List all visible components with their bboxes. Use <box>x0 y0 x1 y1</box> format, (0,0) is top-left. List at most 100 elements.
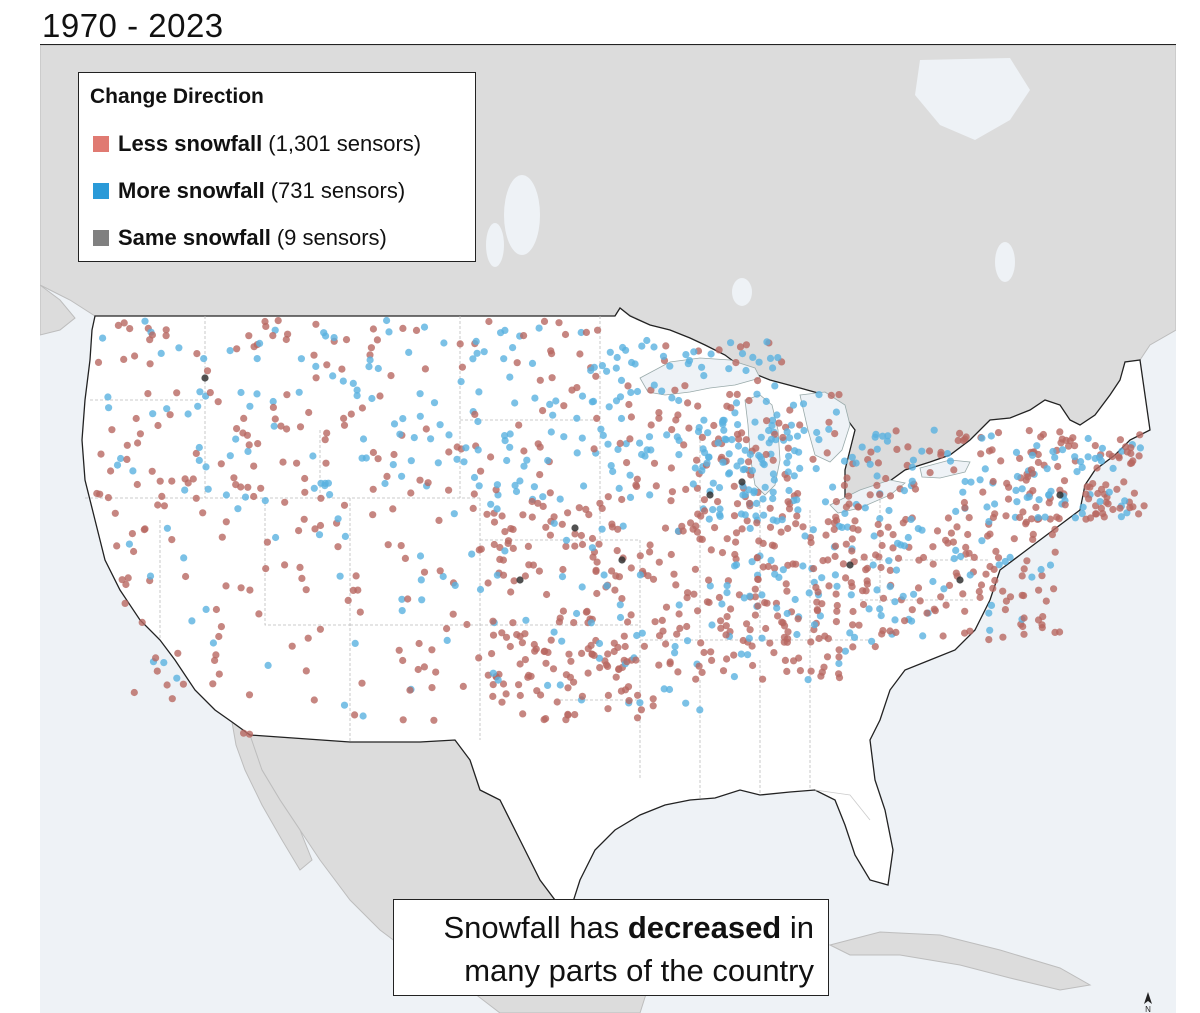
sensor-dot-less <box>432 668 440 676</box>
sensor-dot-less <box>667 497 675 505</box>
sensor-dot-less <box>848 582 856 591</box>
sensor-dot-less <box>215 670 223 678</box>
sensor-dot-less <box>506 642 514 651</box>
sensor-dot-more <box>1001 557 1009 566</box>
sensor-dot-less <box>687 519 695 527</box>
sensor-dot-less <box>947 529 956 537</box>
sensor-dot-less <box>781 656 790 665</box>
sensor-dot-less <box>842 503 851 511</box>
sensor-dot-more <box>1028 573 1036 581</box>
sensor-dot-more <box>410 434 418 442</box>
sensor-dot-more <box>841 647 850 655</box>
sensor-dot-less <box>540 317 549 325</box>
sensor-dot-more <box>1084 453 1092 461</box>
sensor-dot-more <box>790 497 798 505</box>
sensor-dot-less <box>751 611 760 619</box>
sensor-dot-less <box>351 711 359 719</box>
sensor-dot-less <box>509 544 517 553</box>
sensor-dot-more <box>738 350 747 358</box>
sensor-dot-less <box>1022 520 1030 528</box>
sensor-dot-less <box>863 577 871 585</box>
sensor-dot-more <box>976 476 984 484</box>
sensor-dot-less <box>323 429 331 437</box>
sensor-dot-less <box>672 581 680 589</box>
sensor-dot-more <box>489 669 497 677</box>
sensor-dot-less <box>652 482 660 490</box>
sensor-dot-less <box>515 421 523 429</box>
sensor-dot-less <box>878 541 886 550</box>
sensor-dot-more <box>774 354 782 362</box>
sensor-dot-less <box>902 515 910 524</box>
sensor-dot-less <box>245 730 254 738</box>
sensor-dot-more <box>626 493 635 501</box>
sensor-dot-less <box>338 365 346 373</box>
sensor-dot-less <box>975 587 983 596</box>
sensor-dot-more <box>398 595 406 603</box>
sensor-dot-more <box>783 609 791 618</box>
sensor-dot-more <box>501 326 509 334</box>
sensor-dot-more <box>767 435 776 443</box>
sensor-dot-less <box>412 326 421 334</box>
sensor-dot-less <box>683 622 691 631</box>
sensor-dot-less <box>534 499 542 507</box>
sensor-dot-less <box>849 524 857 532</box>
sensor-dot-less <box>302 586 310 594</box>
sensor-dot-less <box>589 553 597 561</box>
sensor-dot-less <box>255 610 263 618</box>
sensor-dot-more <box>434 459 442 467</box>
sensor-dot-more <box>737 457 745 465</box>
sensor-dot-less <box>873 481 881 489</box>
sensor-dot-more <box>829 483 837 491</box>
sensor-dot-more <box>986 626 994 634</box>
sensor-dot-less <box>530 640 538 649</box>
sensor-dot-more <box>783 428 791 436</box>
sensor-dot-less <box>311 525 319 533</box>
sensor-dot-more <box>398 607 406 615</box>
sensor-dot-more <box>741 465 749 473</box>
sensor-dot-less <box>245 332 253 340</box>
sensor-dot-less <box>624 618 632 626</box>
sensor-dot-less <box>726 390 734 399</box>
sensor-dot-more <box>858 443 866 451</box>
sensor-dot-less <box>1032 503 1040 511</box>
sensor-dot-less <box>489 617 497 625</box>
sensor-dot-less <box>489 692 497 701</box>
sensor-dot-less <box>1135 452 1143 460</box>
sensor-dot-less <box>632 656 640 664</box>
sensor-dot-less <box>298 574 306 583</box>
sensor-dot-less <box>283 425 291 433</box>
sensor-dot-less <box>463 620 471 629</box>
sensor-dot-more <box>615 484 623 492</box>
sensor-dot-less <box>1120 478 1128 486</box>
sensor-dot-less <box>1051 628 1059 637</box>
sensor-dot-less <box>732 359 740 367</box>
sensor-dot-less <box>556 614 564 622</box>
sensor-dot-more <box>1006 553 1014 562</box>
sensor-dot-less <box>192 449 200 457</box>
sensor-dot-more <box>469 355 477 363</box>
sensor-dot-less <box>646 541 654 549</box>
sensor-dot-more <box>847 591 855 599</box>
sensor-dot-more <box>725 470 733 478</box>
swatch-more <box>93 183 109 199</box>
sensor-dot-less <box>742 341 751 349</box>
sensor-dot-less <box>1102 481 1110 489</box>
sensor-dot-more <box>616 613 625 622</box>
sensor-dot-less <box>627 564 635 572</box>
sensor-dot-more <box>462 444 470 452</box>
sensor-dot-less <box>477 545 485 553</box>
sensor-dot-less <box>1089 480 1097 488</box>
sensor-dot-less <box>561 330 570 339</box>
sensor-dot-more <box>991 500 999 508</box>
sensor-dot-less <box>874 459 883 467</box>
sensor-dot-less <box>387 372 395 380</box>
sensor-dot-more <box>430 399 439 407</box>
sensor-dot-less <box>617 687 626 695</box>
sensor-dot-less <box>352 572 360 580</box>
sensor-dot-more <box>665 685 674 694</box>
sensor-dot-less <box>322 459 330 467</box>
sensor-dot-less <box>717 624 725 632</box>
sensor-dot-less <box>627 413 636 421</box>
sensor-dot-more <box>987 601 996 610</box>
sensor-dot-less <box>144 390 152 398</box>
